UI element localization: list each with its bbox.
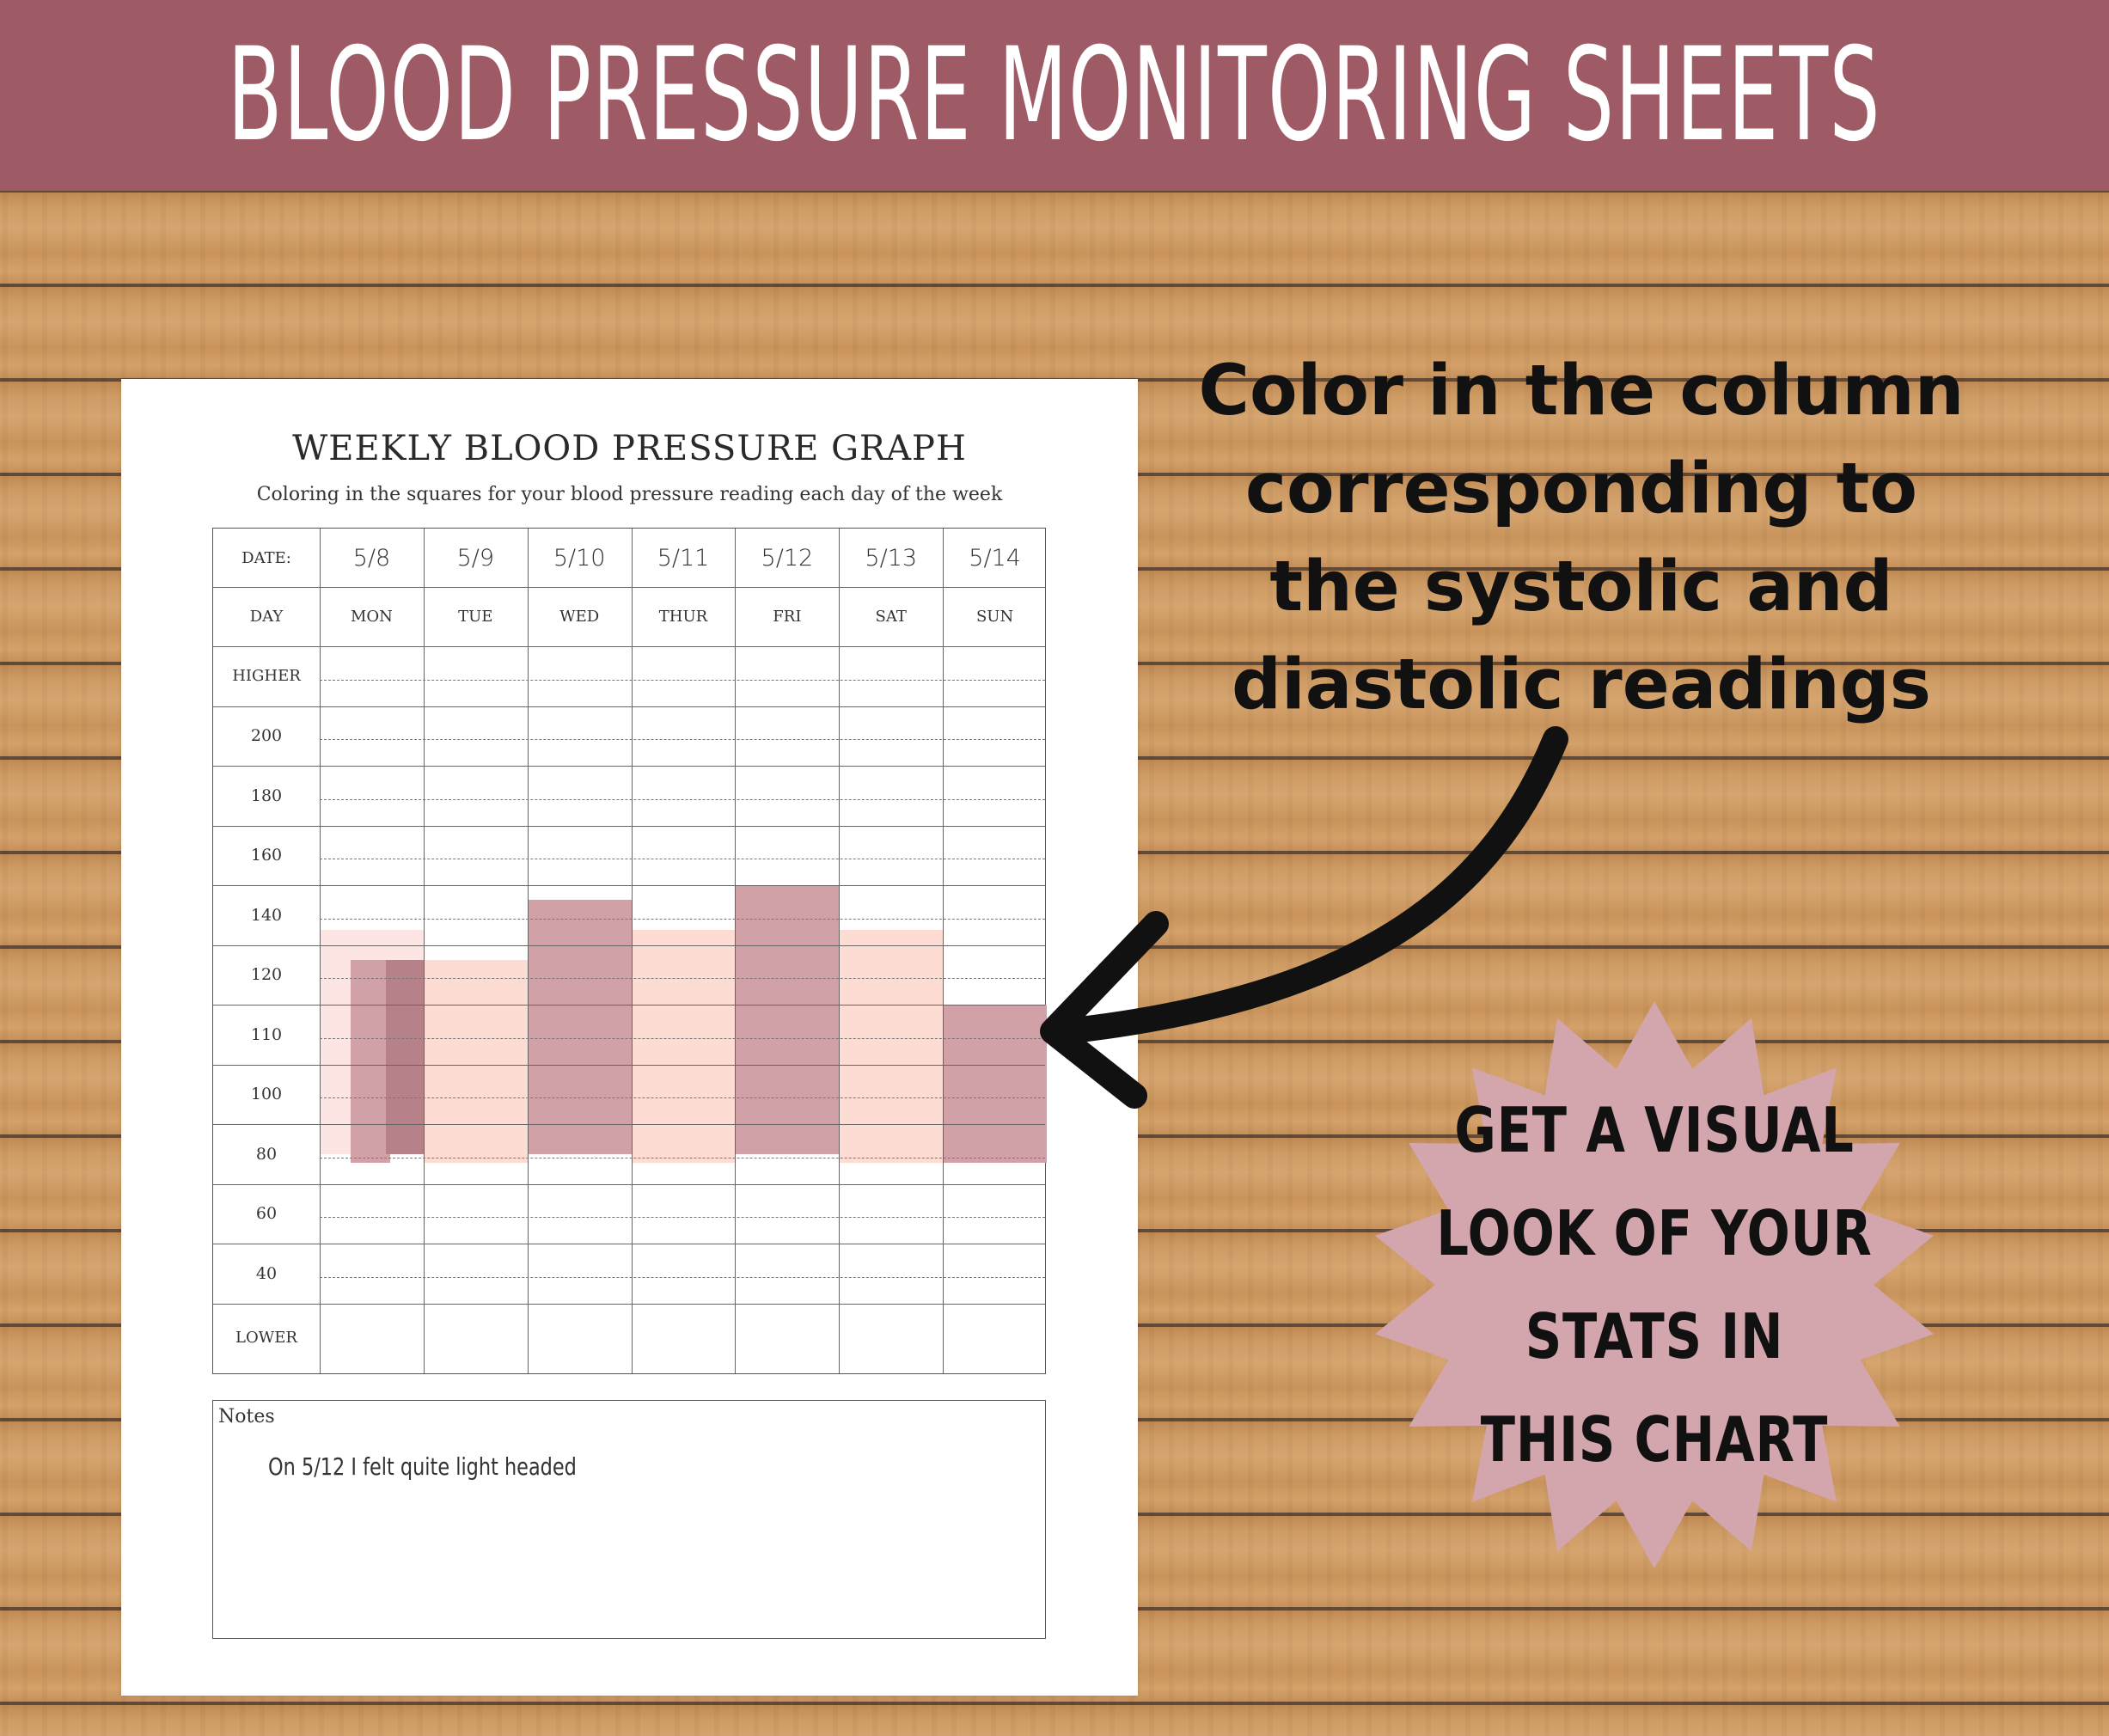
day-cell: FRI: [773, 608, 802, 626]
worksheet-page: WEEKLY BLOOD PRESSURE GRAPH Coloring in …: [121, 379, 1138, 1696]
grid-hline: [213, 885, 1045, 886]
curved-arrow-icon: [1040, 726, 1568, 1109]
grid-dashed-line: [320, 1217, 1045, 1219]
sheet-subtitle: Coloring in the squares for your blood p…: [256, 484, 1003, 505]
date-cell: 5/8: [352, 544, 391, 572]
grid-hline: [213, 1183, 1045, 1185]
grid-hline: [213, 944, 1045, 946]
grid-vline: [631, 529, 633, 1373]
grid-hline: [213, 1124, 1045, 1125]
date-cell: 5/11: [657, 544, 710, 572]
grid-hline: [213, 766, 1045, 767]
reading-bar: [631, 930, 736, 1164]
grid-dashed-line: [320, 798, 1045, 800]
grid-hline: [213, 1303, 1045, 1305]
grid-hline: [213, 587, 1045, 588]
date-cell: 5/12: [761, 544, 814, 572]
bp-graph-grid: DATE: DAY 5/8 5/9 5/10 5/11 5/12 5/13 5/…: [212, 528, 1048, 1374]
row-label: 40: [255, 1263, 278, 1283]
grid-dashed-line: [320, 1037, 1045, 1039]
row-label: 180: [250, 785, 283, 805]
reading-bar: [527, 900, 632, 1154]
date-cell: 5/14: [969, 544, 1021, 572]
row-label: 100: [250, 1085, 283, 1104]
notes-label: Notes: [218, 1406, 275, 1427]
day-cell: SAT: [875, 608, 907, 626]
date-cell: 5/10: [553, 544, 606, 572]
grid-vline: [320, 529, 321, 1373]
reading-bar: [839, 930, 944, 1164]
reading-bar: [943, 1005, 1048, 1164]
row-label: LOWER: [235, 1329, 297, 1347]
reading-bar: [423, 959, 528, 1164]
grid-dashed-line: [320, 1097, 1045, 1099]
grid-hline: [213, 825, 1045, 827]
grid-hline: [213, 1064, 1045, 1066]
row-label: 60: [255, 1204, 278, 1224]
grid-hline: [213, 706, 1045, 707]
starburst-badge: [1375, 1001, 1934, 1568]
caption-line: corresponding to: [1245, 449, 1917, 529]
grid-vline: [527, 529, 529, 1373]
banner-title: BLOOD PRESSURE MONITORING SHEETS: [227, 21, 1882, 170]
grid-hline: [213, 646, 1045, 647]
notes-text: On 5/12 I felt quite light headed: [268, 1452, 577, 1481]
reading-bar: [735, 885, 840, 1154]
day-cell: TUE: [458, 608, 493, 626]
grid-dashed-line: [320, 679, 1045, 681]
date-cell: 5/13: [865, 544, 918, 572]
date-row-label: DATE:: [241, 548, 291, 567]
date-cell: 5/9: [456, 544, 495, 572]
day-cell: THUR: [658, 608, 708, 626]
reading-bar: [385, 959, 425, 1154]
day-cell: MON: [350, 608, 393, 626]
day-row-label: DAY: [249, 608, 284, 626]
caption-line: diastolic readings: [1232, 645, 1931, 725]
burst-line: THIS CHART: [1480, 1403, 1829, 1476]
reading-bar: [351, 959, 390, 1164]
burst-line: LOOK OF YOUR: [1436, 1197, 1873, 1269]
instruction-caption: Color in the column corresponding to the…: [1117, 342, 2045, 734]
grid-dashed-line: [320, 1276, 1045, 1278]
grid-dashed-line: [320, 918, 1045, 920]
caption-line: Color in the column: [1198, 351, 1965, 431]
grid-vline: [943, 529, 944, 1373]
row-label: 110: [250, 1024, 283, 1044]
row-label: 80: [255, 1144, 278, 1164]
day-cell: WED: [559, 608, 600, 626]
burst-line: STATS IN: [1525, 1300, 1784, 1372]
sheet-title: WEEKLY BLOOD PRESSURE GRAPH: [292, 429, 967, 468]
grid-hline: [213, 1005, 1045, 1006]
caption-line: the systolic and: [1269, 547, 1893, 627]
notes-box: Notes On 5/12 I felt quite light headed: [212, 1400, 1046, 1639]
row-label: 200: [250, 726, 283, 746]
grid-vline: [839, 529, 841, 1373]
row-label: 120: [250, 965, 283, 985]
grid-vline: [423, 529, 425, 1373]
burst-line: GET A VISUAL: [1454, 1094, 1855, 1166]
grid-vline: [735, 529, 737, 1373]
grid-dashed-line: [320, 978, 1045, 980]
grid-dashed-line: [320, 739, 1045, 741]
burst-text: GET A VISUAL LOOK OF YOUR STATS IN THIS …: [1418, 1079, 1890, 1491]
row-label: 160: [250, 846, 283, 865]
day-cell: SUN: [975, 608, 1014, 626]
row-label: HIGHER: [232, 667, 301, 686]
banner: BLOOD PRESSURE MONITORING SHEETS: [0, 0, 2109, 191]
row-label: 140: [250, 905, 283, 925]
